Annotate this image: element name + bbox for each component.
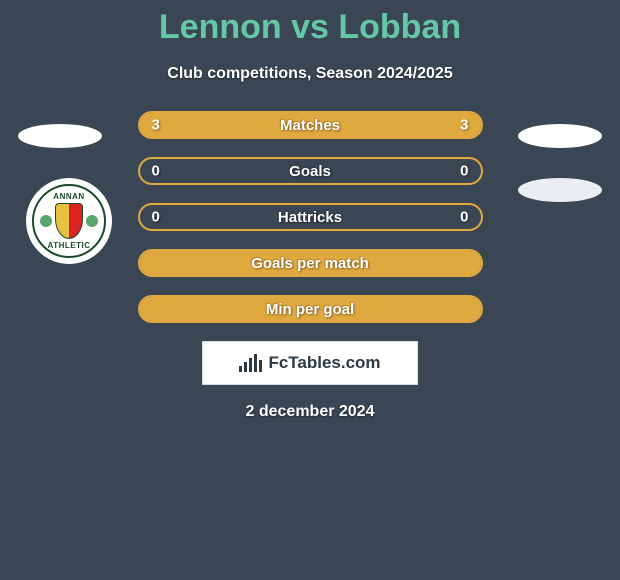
brand-bars-icon [239,354,262,372]
stat-label: Hattricks [278,209,342,226]
subtitle: Club competitions, Season 2024/2025 [0,65,620,83]
stats-container: 3 3 Matches 0 0 Goals 0 0 Hattricks Goals per mat… [138,111,483,323]
page-title: Lennon vs Lobban [0,0,620,47]
brand-bar [244,362,247,372]
stat-label: Matches [280,117,340,134]
stat-value-right: 3 [460,117,468,134]
player-right-placeholder [518,124,602,148]
thistle-icon [40,215,52,227]
badge-top-text: ANNAN [53,192,84,201]
stat-row: Goals per match [138,249,483,277]
stat-value-left: 0 [152,209,160,226]
shield-icon [55,203,83,239]
brand-bar [249,358,252,372]
brand-bar [239,366,242,372]
badge-bottom-text: ATHLETIC [48,241,91,250]
stat-label: Min per goal [266,301,354,318]
club-left-badge: ANNAN ATHLETIC [26,178,112,264]
stat-row: Min per goal [138,295,483,323]
club-badge-inner: ANNAN ATHLETIC [32,184,106,258]
club-right-placeholder [518,178,602,202]
stat-row: 0 0 Hattricks [138,203,483,231]
brand-text: FcTables.com [268,353,380,373]
player-left-placeholder [18,124,102,148]
thistle-icon [86,215,98,227]
stat-row: 0 0 Goals [138,157,483,185]
brand-bar [259,360,262,372]
stat-label: Goals [289,163,331,180]
brand-bar [254,354,257,372]
brand-box[interactable]: FcTables.com [202,341,418,385]
date-text: 2 december 2024 [0,403,620,421]
stat-row: 3 3 Matches [138,111,483,139]
stat-label: Goals per match [251,255,369,272]
stat-value-left: 0 [152,163,160,180]
stat-value-left: 3 [152,117,160,134]
stat-value-right: 0 [460,163,468,180]
stat-value-right: 0 [460,209,468,226]
